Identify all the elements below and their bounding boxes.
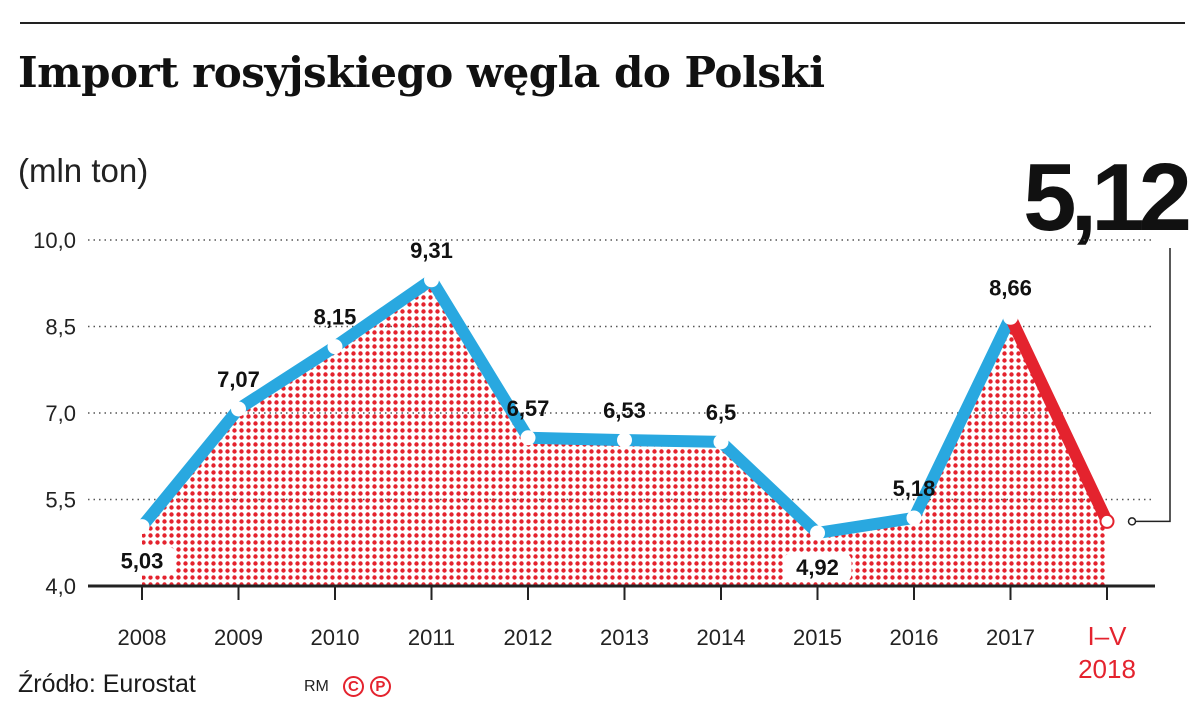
data-label: 6,5 xyxy=(706,400,737,425)
top-rule xyxy=(20,22,1185,24)
data-points xyxy=(134,272,1115,541)
author-initials: RM xyxy=(304,677,329,695)
data-point xyxy=(231,401,246,417)
area-fill xyxy=(142,279,1107,586)
data-label-bg xyxy=(783,552,852,582)
data-label: 7,07 xyxy=(217,367,260,392)
data-label-bg xyxy=(108,546,176,576)
connector-dot xyxy=(1127,517,1137,526)
x-axis-ticks: 2008 2009 2010 2011 2012 2013 2014 2015 2016 2017… xyxy=(118,586,1136,684)
y-tick-label: 8,5 xyxy=(45,315,76,340)
data-point xyxy=(617,432,632,448)
data-label: 9,31 xyxy=(410,238,453,263)
y-tick-label: 4,0 xyxy=(45,574,76,599)
x-tick-label: 2015 xyxy=(793,625,842,650)
x-tick-label: 2014 xyxy=(697,625,746,650)
copyright-c-icon: C xyxy=(342,676,364,697)
credits: RM C P xyxy=(304,676,391,697)
data-labels: 5,03 7,07 8,15 9,31 6,57 6,53 6,5 4,92 5,18 8,66 xyxy=(108,238,1032,582)
data-point xyxy=(1099,513,1115,529)
x-tick-label: 2016 xyxy=(890,625,939,650)
series-line xyxy=(136,273,1017,539)
data-point xyxy=(424,272,439,288)
source-note: Źródło: Eurostat xyxy=(18,670,196,698)
copyright-p-icon: P xyxy=(369,676,391,697)
data-label: 5,03 xyxy=(121,549,164,574)
data-label: 8,66 xyxy=(989,275,1032,300)
data-point xyxy=(1003,309,1018,325)
data-point xyxy=(906,510,922,526)
x-tick-label: 2017 xyxy=(986,625,1035,650)
data-point xyxy=(713,434,729,450)
data-point xyxy=(520,430,536,446)
y-tick-label: 5,5 xyxy=(45,488,76,513)
data-label: 4,92 xyxy=(796,555,839,580)
data-point xyxy=(134,519,150,535)
x-tick-label: I–V xyxy=(1087,621,1127,651)
chart-title: Import rosyjskiego węgla do Polski xyxy=(18,48,825,97)
data-label: 6,53 xyxy=(603,398,646,423)
highlight-segment-line xyxy=(1004,311,1113,528)
y-axis-ticks: 4,0 5,5 7,0 8,5 10,0 xyxy=(33,228,76,599)
series-lines xyxy=(136,273,1113,539)
x-tick-label: 2011 xyxy=(408,625,455,650)
data-label: 6,57 xyxy=(507,396,550,421)
data-label: 8,15 xyxy=(314,305,357,330)
x-tick-label: 2008 xyxy=(118,625,167,650)
highlight-value: 5,12 xyxy=(1023,144,1192,251)
data-point xyxy=(327,339,343,355)
unit-label: (mln ton) xyxy=(18,152,149,189)
y-tick-label: 7,0 xyxy=(45,401,76,426)
x-tick-label: 2010 xyxy=(311,625,360,650)
data-label: 5,18 xyxy=(893,476,936,501)
data-point xyxy=(810,525,825,541)
x-tick-label: 2018 xyxy=(1078,654,1136,684)
x-tick-label: 2013 xyxy=(600,625,649,650)
connector-line xyxy=(1136,248,1171,523)
x-tick-label: 2009 xyxy=(214,625,263,650)
y-tick-label: 10,0 xyxy=(33,228,76,253)
x-tick-label: 2012 xyxy=(504,625,553,650)
highlight-connector xyxy=(1127,248,1171,526)
